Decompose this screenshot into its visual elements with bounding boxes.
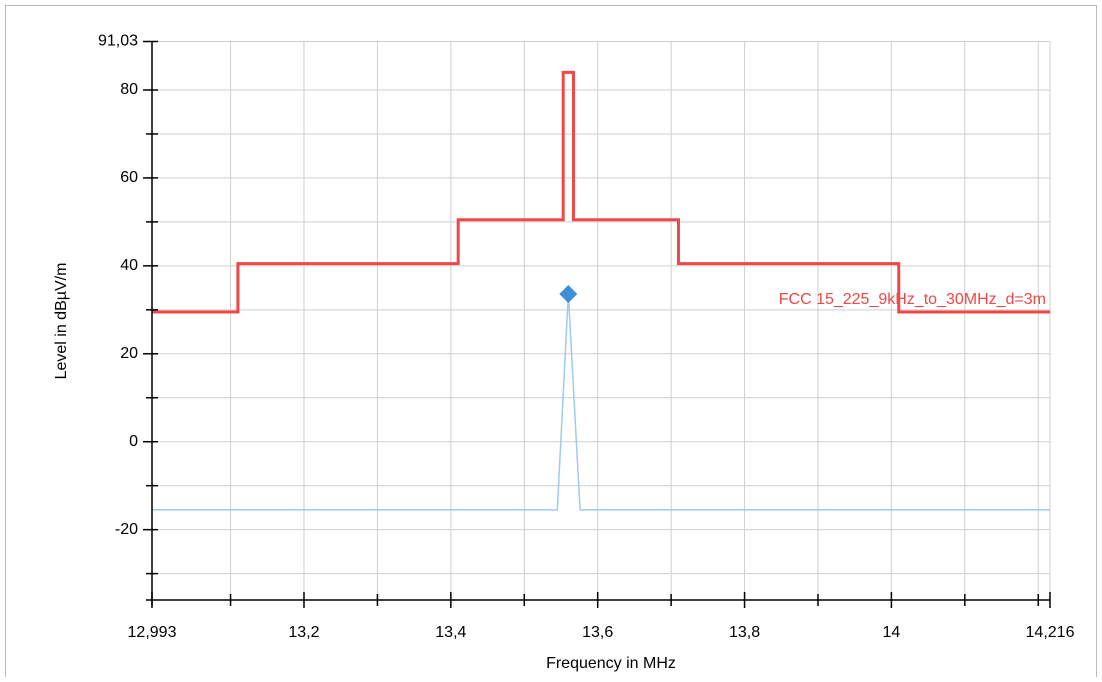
x-tick-label: 12,993 (128, 624, 177, 641)
plot: FCC 15_225_9kHz_to_30MHz_d=3m (152, 70, 1050, 511)
y-tick-label: 60 (120, 169, 138, 186)
x-tick-label: 14,216 (1026, 624, 1075, 641)
x-axis-title: Frequency in MHz (546, 655, 676, 672)
y-tick-label: 40 (120, 257, 138, 274)
series-line (152, 293, 1050, 511)
series-line (152, 70, 1050, 314)
peak-marker (559, 284, 578, 303)
x-tick-label: 13,4 (435, 624, 466, 641)
axes: 91,03 80 60 40 20 0 -20 12,993 13,2 13,4 13,6 13,8 1… (98, 33, 1075, 642)
y-axis-title: Level in dBµV/m (53, 263, 70, 380)
frame (5, 5, 1097, 682)
x-tick-label: 13,8 (729, 624, 760, 641)
y-tick-label: -20 (115, 521, 138, 538)
series-label: FCC 15_225_9kHz_to_30MHz_d=3m (779, 291, 1046, 308)
y-tick-label: 20 (120, 345, 138, 362)
y-tick-label: 0 (129, 433, 138, 450)
x-tick-label: 13,6 (582, 624, 613, 641)
y-tick-label: 80 (120, 81, 138, 98)
grid (151, 41, 1051, 600)
y-tick-label: 91,03 (98, 33, 138, 50)
x-tick-label: 13,2 (288, 624, 319, 641)
x-tick-label: 14 (883, 624, 901, 641)
